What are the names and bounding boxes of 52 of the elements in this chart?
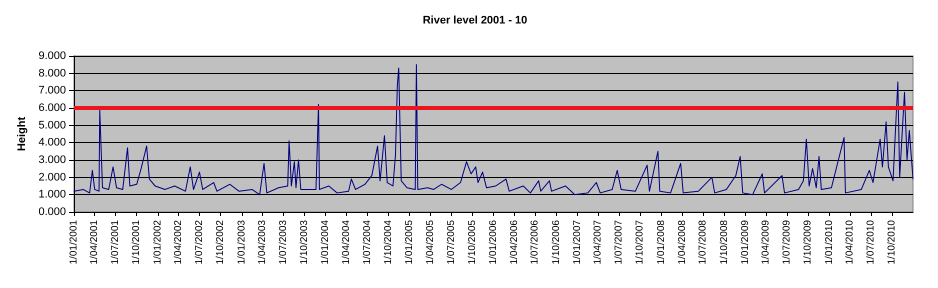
x-tick-label: 1/10/2006	[550, 220, 562, 264]
y-axis-title: Height	[16, 116, 28, 152]
x-tick-label: 1/01/2005	[404, 220, 416, 264]
x-tick-label: 1/07/2005	[446, 220, 457, 264]
y-tick-label: 1.000	[38, 188, 66, 201]
x-tick-label: 1/04/2005	[424, 220, 436, 264]
y-tick-label: 2.000	[38, 171, 66, 184]
x-tick-label: 1/07/2007	[614, 220, 625, 264]
x-tick-label: 1/01/2008	[656, 220, 667, 264]
x-tick-label: 1/10/2003	[298, 220, 310, 264]
x-tick-label: 1/01/2007	[572, 220, 583, 264]
y-tick-label: 3.000	[38, 154, 66, 166]
x-tick-label: 1/01/2006	[488, 220, 500, 264]
x-tick-label: 1/01/2001	[68, 220, 80, 264]
x-tick-label: 1/10/2010	[886, 220, 898, 264]
x-tick-label: 1/01/2003	[236, 220, 248, 264]
x-tick-label: 1/04/2002	[173, 220, 184, 264]
x-tick-label: 1/04/2003	[256, 220, 268, 264]
x-tick-label: 1/04/2006	[508, 220, 520, 264]
x-tick-label: 1/04/2007	[592, 220, 604, 264]
y-tick-label: 6.000	[38, 102, 66, 114]
x-tick-label: 1/10/2005	[466, 220, 478, 264]
y-tick-label: 4.000	[38, 136, 66, 149]
x-tick-label: 1/07/2008	[698, 220, 709, 264]
x-tick-label: 1/04/2001	[89, 220, 100, 264]
x-tick-label: 1/07/2004	[362, 220, 373, 264]
x-tick-label: 1/04/2010	[844, 220, 856, 264]
x-tick-label: 1/01/2004	[320, 220, 332, 264]
x-tick-label: 1/01/2010	[824, 220, 835, 264]
y-tick-label: 9.000	[38, 50, 66, 62]
x-tick-label: 1/01/2009	[740, 220, 751, 264]
x-tick-label: 1/10/2007	[634, 220, 646, 264]
x-tick-label: 1/07/2010	[865, 220, 876, 264]
x-tick-label: 1/01/2002	[152, 220, 164, 264]
x-tick-label: 1/10/2008	[718, 220, 730, 264]
x-tick-label: 1/04/2008	[676, 220, 688, 264]
x-tick-label: 1/07/2001	[110, 220, 122, 264]
x-tick-label: 1/07/2003	[278, 220, 289, 264]
x-tick-label: 1/04/2009	[760, 220, 772, 264]
y-tick-label: 7.000	[38, 84, 66, 97]
x-tick-label: 1/10/2001	[131, 220, 142, 264]
x-tick-label: 1/10/2004	[383, 220, 394, 264]
x-tick-label: 1/04/2004	[341, 220, 352, 264]
y-tick-label: 8.000	[38, 67, 66, 80]
x-tick-label: 1/07/2009	[782, 220, 793, 264]
x-tick-label: 1/10/2009	[802, 220, 814, 264]
chart-title: River level 2001 - 10	[422, 14, 528, 26]
x-tick-label: 1/07/2006	[530, 220, 541, 264]
y-tick-label: 5.000	[38, 119, 66, 132]
x-tick-label: 1/10/2002	[215, 220, 226, 264]
x-tick-label: 1/07/2002	[194, 220, 205, 264]
y-tick-label: 0.000	[38, 206, 66, 218]
